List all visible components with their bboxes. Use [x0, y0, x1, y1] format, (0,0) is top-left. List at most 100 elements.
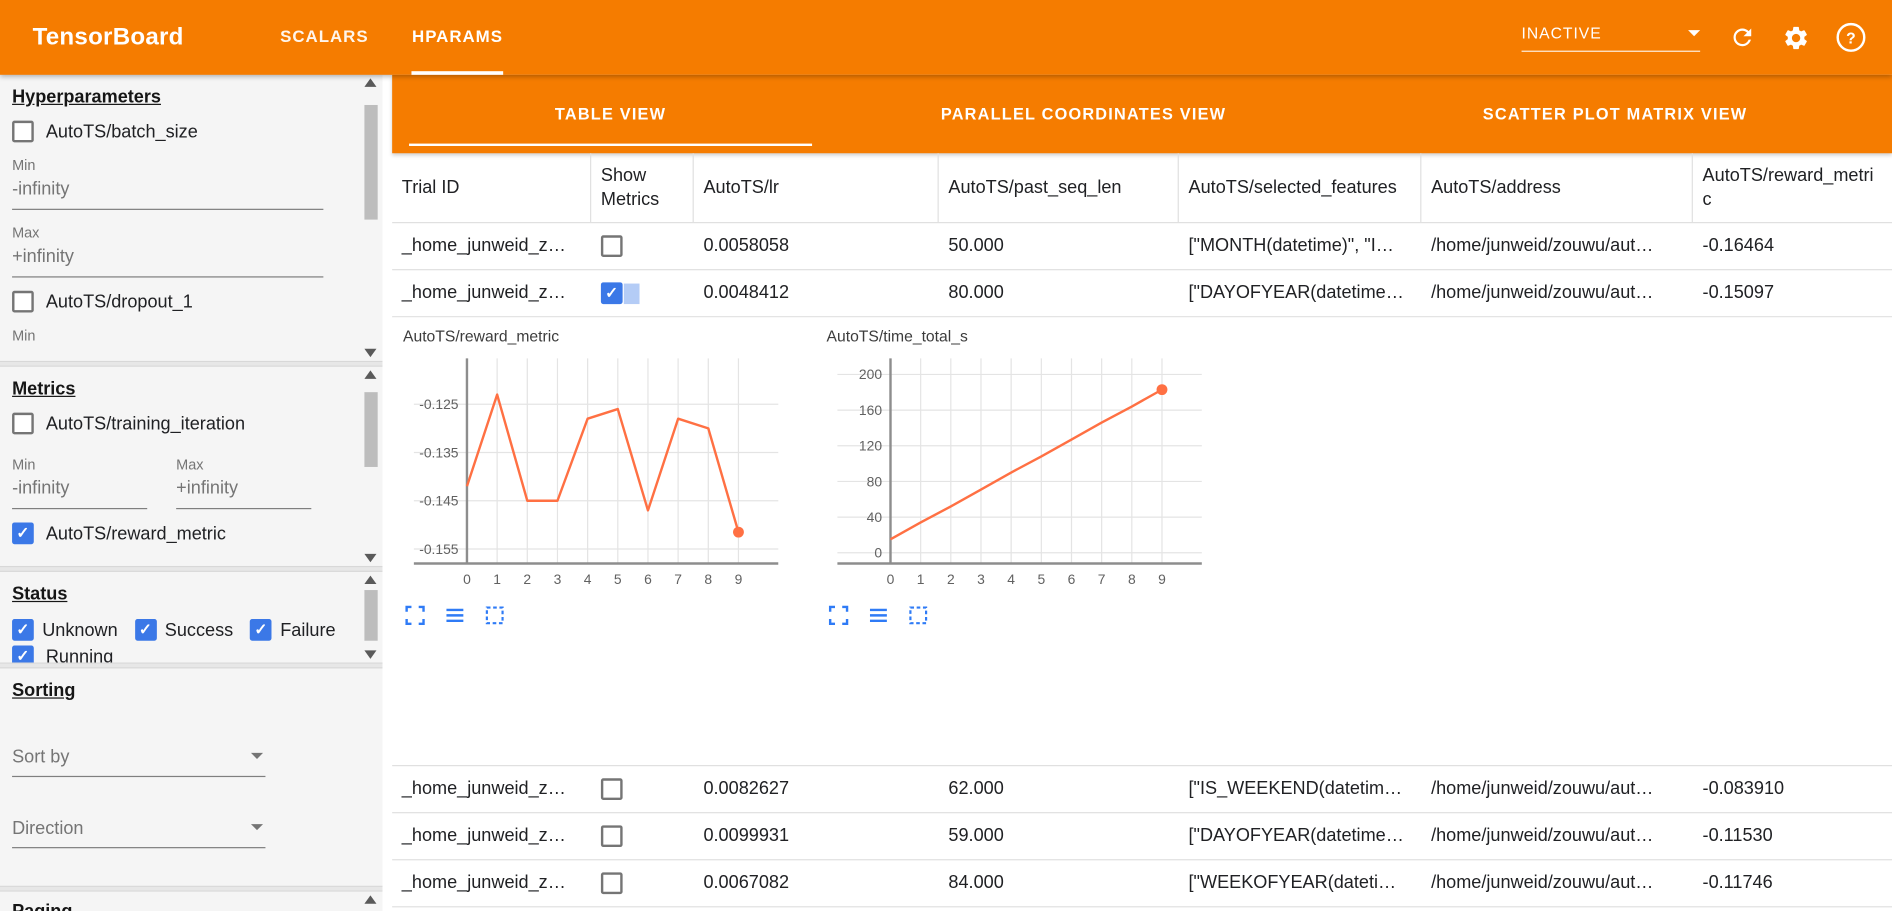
- time-total-s-line-chart[interactable]: 200 160 120 80 40 00 1 2 3 4 5 6 7 8 9: [825, 351, 1241, 587]
- cell-past-seq-len: 80.000: [948, 282, 1004, 303]
- scrollbar-down-icon[interactable]: [364, 553, 377, 563]
- col-lr: AutoTS/lr: [694, 153, 939, 223]
- sort-by-value: Sort by: [12, 746, 70, 768]
- hparam-item-dropout-1: AutoTS/dropout_1: [12, 290, 349, 313]
- cell-address: /home/junweid/zouwu/aut…: [1431, 778, 1654, 799]
- svg-text:1: 1: [917, 571, 925, 587]
- svg-text:160: 160: [859, 402, 882, 418]
- table-row: _home_junweid_z… 0.0082627 62.000 ["IS_W…: [392, 766, 1892, 814]
- svg-text:5: 5: [614, 571, 622, 587]
- scrollbar-thumb[interactable]: [364, 590, 378, 641]
- hyperparameters-panel: Hyperparameters AutoTS/batch_size Min -i…: [0, 74, 383, 361]
- min-label: Min: [12, 456, 36, 473]
- help-question-mark: ?: [1836, 22, 1866, 52]
- svg-text:-0.125: -0.125: [419, 396, 459, 412]
- reload-interval-value: INACTIVE: [1521, 23, 1602, 42]
- marquee-select-icon[interactable]: [907, 605, 929, 627]
- svg-text:80: 80: [867, 473, 883, 489]
- metrics-heading: Metrics: [12, 378, 76, 400]
- checkbox-label: AutoTS/training_iteration: [45, 413, 246, 434]
- expand-chart-icon[interactable]: [828, 605, 850, 627]
- cell-past-seq-len: 59.000: [948, 825, 1004, 846]
- max-label: Max: [176, 456, 204, 473]
- scrollbar-up-icon[interactable]: [364, 370, 377, 379]
- sorting-heading: Sorting: [12, 680, 76, 702]
- cell-reward-metric: -0.083910: [1702, 778, 1785, 799]
- scrollbar-thumb[interactable]: [364, 392, 378, 467]
- dropout-1-checkbox[interactable]: [12, 290, 34, 313]
- training-iteration-checkbox[interactable]: [12, 412, 34, 435]
- chart-time-total-s: AutoTS/time_total_s 200 160 120 80 40 0 0 1 2 3 4 5…: [825, 327, 1241, 765]
- show-metrics-checkbox[interactable]: [600, 872, 623, 895]
- status-item-failure: ✓ Failure: [250, 619, 336, 641]
- reload-interval-select[interactable]: INACTIVE: [1521, 23, 1701, 52]
- scrollbar-up-icon[interactable]: [364, 78, 377, 87]
- main-nav: SCALARS HPARAMS: [258, 0, 524, 75]
- status-heading: Status: [12, 584, 68, 605]
- gear-icon[interactable]: [1782, 24, 1810, 52]
- cell-selected-features: ["IS_WEEKEND(datetim…: [1188, 778, 1403, 799]
- toggle-series-icon[interactable]: [444, 605, 466, 627]
- min-input[interactable]: -infinity: [12, 174, 324, 210]
- checkbox-label: Success: [164, 619, 234, 641]
- max-input[interactable]: +infinity: [12, 241, 324, 278]
- cell-past-seq-len: 84.000: [948, 872, 1004, 893]
- scrollbar-down-icon[interactable]: [364, 348, 377, 358]
- batch-size-checkbox[interactable]: [12, 120, 34, 143]
- metric-item-training-iteration: AutoTS/training_iteration: [12, 412, 349, 435]
- scrollbar-up-icon[interactable]: [364, 895, 377, 904]
- min-input[interactable]: -infinity: [12, 473, 148, 510]
- cell-reward-metric: -0.15097: [1702, 282, 1775, 303]
- chart-reward-metric: AutoTS/reward_metric -0.125 -0.135 -0.145-…: [402, 327, 818, 765]
- marquee-select-icon[interactable]: [484, 605, 506, 627]
- help-icon[interactable]: ?: [1836, 22, 1866, 52]
- sorting-panel: Sorting Sort by Direction: [0, 668, 383, 886]
- sort-by-select[interactable]: Sort by: [12, 742, 266, 778]
- expand-chart-icon[interactable]: [404, 605, 426, 627]
- checkbox-label: AutoTS/reward_metric: [45, 523, 226, 544]
- checkbox-label: Unknown: [42, 619, 118, 641]
- show-metrics-checkbox[interactable]: [600, 825, 623, 848]
- svg-text:40: 40: [867, 509, 883, 525]
- scrollbar-up-icon[interactable]: [364, 575, 377, 585]
- success-checkbox[interactable]: ✓: [134, 619, 157, 641]
- direction-select[interactable]: Direction: [12, 813, 266, 849]
- cell-trial-id: _home_junweid_z…: [401, 825, 566, 846]
- cell-show-metrics: ✓: [591, 270, 694, 316]
- metrics-panel: Metrics AutoTS/training_iteration Min -i…: [0, 366, 383, 566]
- tab-scatter-plot-matrix-view[interactable]: SCATTER PLOT MATRIX VIEW: [1338, 75, 1892, 153]
- scrollbar-down-icon[interactable]: [364, 650, 377, 659]
- cell-lr: 0.0082627: [703, 778, 790, 799]
- svg-text:0: 0: [463, 571, 471, 587]
- failure-checkbox[interactable]: ✓: [250, 619, 272, 641]
- refresh-icon[interactable]: [1729, 24, 1756, 51]
- show-metrics-checkbox[interactable]: [600, 778, 623, 800]
- table-header: Trial ID Show Metrics AutoTS/lr AutoTS/p…: [392, 153, 1892, 224]
- tab-table-view[interactable]: TABLE VIEW: [392, 75, 829, 153]
- tab-parallel-coordinates-view[interactable]: PARALLEL COORDINATES VIEW: [829, 75, 1338, 153]
- show-metrics-checkbox[interactable]: ✓: [600, 282, 623, 305]
- tab-hparams[interactable]: HPARAMS: [412, 0, 503, 75]
- cell-show-metrics: [591, 766, 694, 812]
- running-checkbox[interactable]: ✓: [12, 645, 34, 663]
- cell-past-seq-len: 62.000: [948, 778, 1004, 799]
- unknown-checkbox[interactable]: ✓: [12, 619, 34, 641]
- scrollbar: [364, 895, 377, 907]
- cell-address: /home/junweid/zouwu/aut…: [1431, 872, 1654, 893]
- tab-scalars[interactable]: SCALARS: [280, 25, 369, 46]
- max-input[interactable]: +infinity: [176, 473, 312, 510]
- hyperparameters-heading: Hyperparameters: [12, 86, 161, 108]
- min-max-fields: Min -infinity Max +infinity: [12, 442, 349, 510]
- cell-selected-features: ["MONTH(datetime)", "I…: [1188, 235, 1394, 256]
- cell-selected-features: ["DAYOFYEAR(datetime…: [1188, 282, 1404, 303]
- show-metrics-checkbox[interactable]: [600, 235, 623, 258]
- reward-metric-checkbox[interactable]: ✓: [12, 522, 34, 545]
- sidebar: Hyperparameters AutoTS/batch_size Min -i…: [0, 74, 383, 911]
- chevron-down-icon: [250, 824, 264, 831]
- svg-text:2: 2: [523, 571, 531, 587]
- toggle-series-icon[interactable]: [868, 605, 890, 627]
- table-row: _home_junweid_z… ✓ 0.0048412 80.000 ["DA…: [392, 270, 1892, 318]
- checkbox-label: Failure: [280, 619, 336, 641]
- scrollbar-thumb[interactable]: [364, 104, 378, 220]
